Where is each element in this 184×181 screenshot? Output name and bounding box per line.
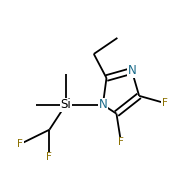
Text: F: F: [118, 137, 124, 147]
Text: F: F: [162, 98, 167, 108]
Text: N: N: [98, 98, 107, 111]
Text: N: N: [128, 64, 136, 77]
Text: F: F: [47, 152, 52, 162]
Text: Si: Si: [60, 98, 71, 111]
Text: F: F: [17, 139, 23, 149]
